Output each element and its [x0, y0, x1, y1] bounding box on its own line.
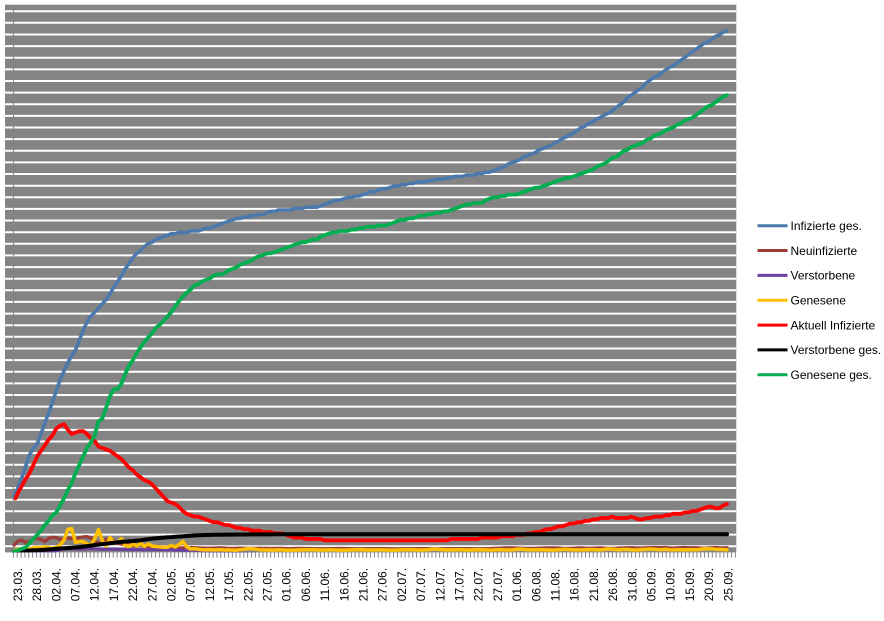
svg-text:31.08.: 31.08. — [625, 568, 639, 601]
svg-text:15.09.: 15.09. — [683, 568, 697, 601]
svg-text:21.08.: 21.08. — [587, 568, 601, 601]
svg-text:25.09.: 25.09. — [721, 568, 735, 601]
svg-text:22.05.: 22.05. — [241, 568, 255, 601]
svg-text:27.07.: 27.07. — [491, 568, 505, 601]
svg-text:Verstorbene: Verstorbene — [791, 269, 856, 283]
svg-text:Aktuell Infizierte: Aktuell Infizierte — [791, 318, 876, 332]
svg-text:06.06.: 06.06. — [299, 568, 313, 601]
svg-text:06.08.: 06.08. — [529, 568, 543, 601]
svg-text:Genesene ges.: Genesene ges. — [791, 368, 872, 382]
svg-text:11.06.: 11.06. — [318, 569, 332, 601]
svg-text:21.06.: 21.06. — [357, 568, 371, 601]
svg-text:28.03.: 28.03. — [30, 568, 44, 601]
svg-text:10.09.: 10.09. — [664, 568, 678, 601]
svg-text:02.07.: 02.07. — [395, 568, 409, 601]
svg-text:Verstorbene ges.: Verstorbene ges. — [791, 343, 882, 357]
svg-text:17.05.: 17.05. — [222, 568, 236, 601]
svg-text:26.08.: 26.08. — [606, 568, 620, 601]
svg-text:17.04.: 17.04. — [107, 568, 121, 601]
svg-text:07.04.: 07.04. — [69, 568, 83, 601]
svg-text:11.08.: 11.08. — [549, 569, 563, 601]
svg-text:23.03.: 23.03. — [11, 568, 25, 601]
svg-text:12.07.: 12.07. — [433, 568, 447, 601]
svg-text:05.09.: 05.09. — [645, 568, 659, 601]
svg-text:12.04.: 12.04. — [88, 568, 102, 601]
svg-text:27.06.: 27.06. — [376, 568, 390, 601]
svg-text:16.06.: 16.06. — [337, 568, 351, 601]
svg-text:Infizierte ges.: Infizierte ges. — [791, 219, 862, 233]
svg-text:Neuinfizierte: Neuinfizierte — [791, 244, 858, 258]
svg-text:16.08.: 16.08. — [568, 568, 582, 601]
svg-text:02.04.: 02.04. — [49, 568, 63, 601]
svg-text:Genesene: Genesene — [791, 294, 847, 308]
svg-text:27.05.: 27.05. — [261, 568, 275, 601]
svg-text:27.04.: 27.04. — [145, 568, 159, 601]
svg-text:12.05.: 12.05. — [203, 568, 217, 601]
svg-text:02.05.: 02.05. — [165, 568, 179, 601]
svg-text:01.06.: 01.06. — [510, 568, 524, 601]
svg-text:07.05.: 07.05. — [184, 568, 198, 601]
svg-text:22.04.: 22.04. — [126, 568, 140, 601]
svg-text:07.07.: 07.07. — [414, 568, 428, 601]
svg-text:20.09.: 20.09. — [702, 568, 716, 601]
svg-text:22.07.: 22.07. — [472, 568, 486, 601]
svg-text:17.07.: 17.07. — [453, 568, 467, 601]
svg-text:01.06.: 01.06. — [280, 568, 294, 601]
